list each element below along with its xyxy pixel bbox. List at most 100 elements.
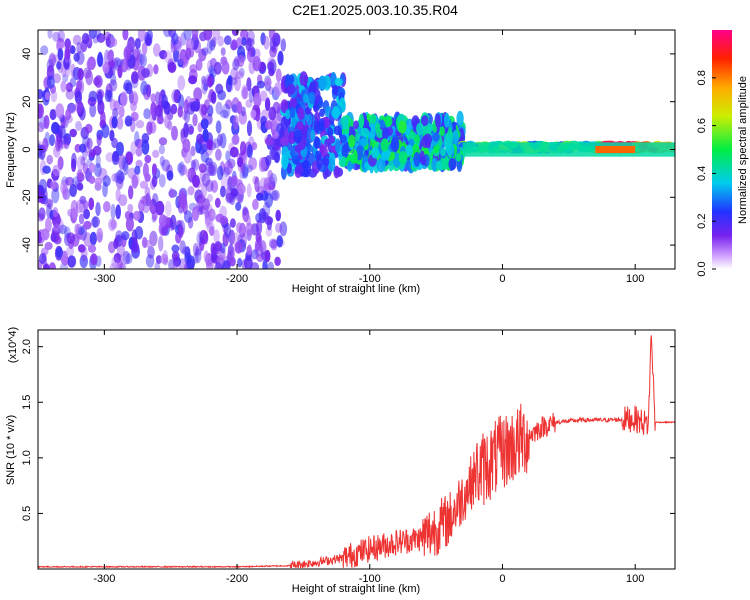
heatmap-cell-318 [275,209,282,222]
heatmap-cell-608 [137,30,146,42]
heatmap-cell-39 [171,244,180,253]
heatmap-cell-1649 [341,156,347,166]
heatmap-cell-520 [97,90,103,106]
heatmap-cell-1151 [328,135,336,144]
x-tick-label-2: -100 [359,273,381,285]
heatmap-cell-1675 [432,132,440,142]
heatmap-cell-388 [110,203,116,220]
heatmap-cell-279 [131,174,139,189]
heatmap-cell-160 [49,109,57,121]
heatmap-cell-641 [131,71,139,84]
heatmap-cell-724 [42,263,50,269]
heatmap-cell-360 [115,204,121,220]
heatmap-cell-1635 [360,127,370,138]
heatmap-cell-708 [268,30,276,42]
heatmap-cell-755 [94,75,103,88]
heatmap-cell-868 [183,210,193,224]
heatmap-cell-702 [259,90,268,102]
heatmap-cell-326 [253,92,262,108]
heatmap-cell-501 [188,125,194,135]
heatmap-cell-449 [69,45,76,55]
heatmap-cell-323 [56,61,62,70]
heatmap-cell-646 [109,262,119,269]
heatmap-cell-843 [220,185,226,198]
heatmap-cell-678 [235,71,244,80]
heatmap-cell-1662 [350,153,356,164]
heatmap-cell-669 [94,177,103,186]
heatmap-cell-433 [203,99,210,111]
heatmap-cell-661 [196,133,204,145]
heatmap-cell-884 [111,116,118,129]
heatmap-cell-751 [123,46,131,61]
heatmap-cell-633 [225,99,233,110]
heatmap-cell-291 [47,30,53,39]
heatmap-cell-1156 [281,153,289,170]
heatmap-cell-640 [158,235,164,252]
heatmap-cell-618 [83,220,92,230]
bottom-y-axis-label: SNR (10 * v/v) [5,415,17,485]
heatmap-cell-340 [57,57,64,74]
heatmap-cell-168 [227,158,236,169]
heatmap-cell-670 [134,165,141,175]
colorbar-tick-label-2: 0.4 [696,166,708,181]
heatmap-cell-820 [78,213,85,225]
heatmap-cell-758 [55,247,63,259]
heatmap-cell-790 [250,109,257,119]
heatmap-cell-1618 [342,118,349,130]
heatmap-cell-503 [40,45,49,56]
heatmap-cell-818 [241,84,249,97]
y-tick-label-4: 40 [21,48,33,60]
heatmap-cell-695 [89,231,97,246]
heatmap-cell-482 [191,30,199,40]
heatmap-cell-484 [107,59,115,69]
heatmap-cell-685 [52,207,59,218]
heatmap-cell-457 [268,238,278,249]
heatmap-cell-530 [88,175,96,184]
heatmap-cell-827 [38,207,46,220]
heatmap-cell-694 [217,133,223,147]
heatmap-cell-548 [51,121,60,135]
heatmap-cell-1617 [448,157,457,171]
heatmap-cell-86 [110,73,117,86]
heatmap-cell-364 [156,115,164,125]
heatmap-cell-756 [134,226,144,240]
heatmap-cell-802 [254,176,260,193]
heatmap-cell-890 [46,203,52,219]
heatmap-cell-567 [210,91,217,104]
heatmap-cell-565 [242,206,248,216]
heatmap-cell-1086 [327,127,334,138]
heatmap-cell-559 [61,250,68,266]
heatmap-cell-495 [192,174,200,188]
heatmap-cell-513 [214,197,221,208]
heatmap-cell-535 [81,32,90,45]
heatmap-cell-671 [66,245,75,257]
heatmap-cell-478 [158,137,168,146]
colorbar-ticks: 0.0 0.2 0.4 0.6 0.8 [696,70,716,277]
heatmap-cell-553 [55,137,61,152]
heatmap-cell-487 [116,244,126,257]
x-tick-label-3: 0 [499,573,505,585]
x-tick-label-0: -300 [93,273,115,285]
heatmap-cell-1653 [359,138,369,147]
heatmap-cell-681 [158,144,165,155]
heatmap-cell-1490 [369,113,377,124]
heatmap-cell-828 [235,201,242,211]
heatmap-cell-470 [230,77,238,86]
heatmap-cell-1643 [382,127,390,140]
top-x-axis-label: Height of straight line (km) [292,283,420,295]
x-tick-label-1: -200 [226,273,248,285]
heatmap-cell-838 [251,141,258,151]
heatmap-cell-194 [94,163,102,178]
heatmap-cell-793 [61,66,67,78]
heatmap-cell-638 [52,164,61,177]
heatmap-cell-563 [88,197,95,211]
colorbar-gradient [712,30,732,269]
heatmap-cell-872 [76,41,82,55]
heatmap-cell-611 [89,102,97,118]
heatmap-cell-342 [221,60,230,75]
heatmap-cell-1660 [405,144,413,156]
x-tick-label-1: -200 [226,573,248,585]
heatmap-cell-697 [77,172,85,182]
heatmap-cell-408 [225,186,235,202]
heatmap-cell-74 [105,152,114,163]
